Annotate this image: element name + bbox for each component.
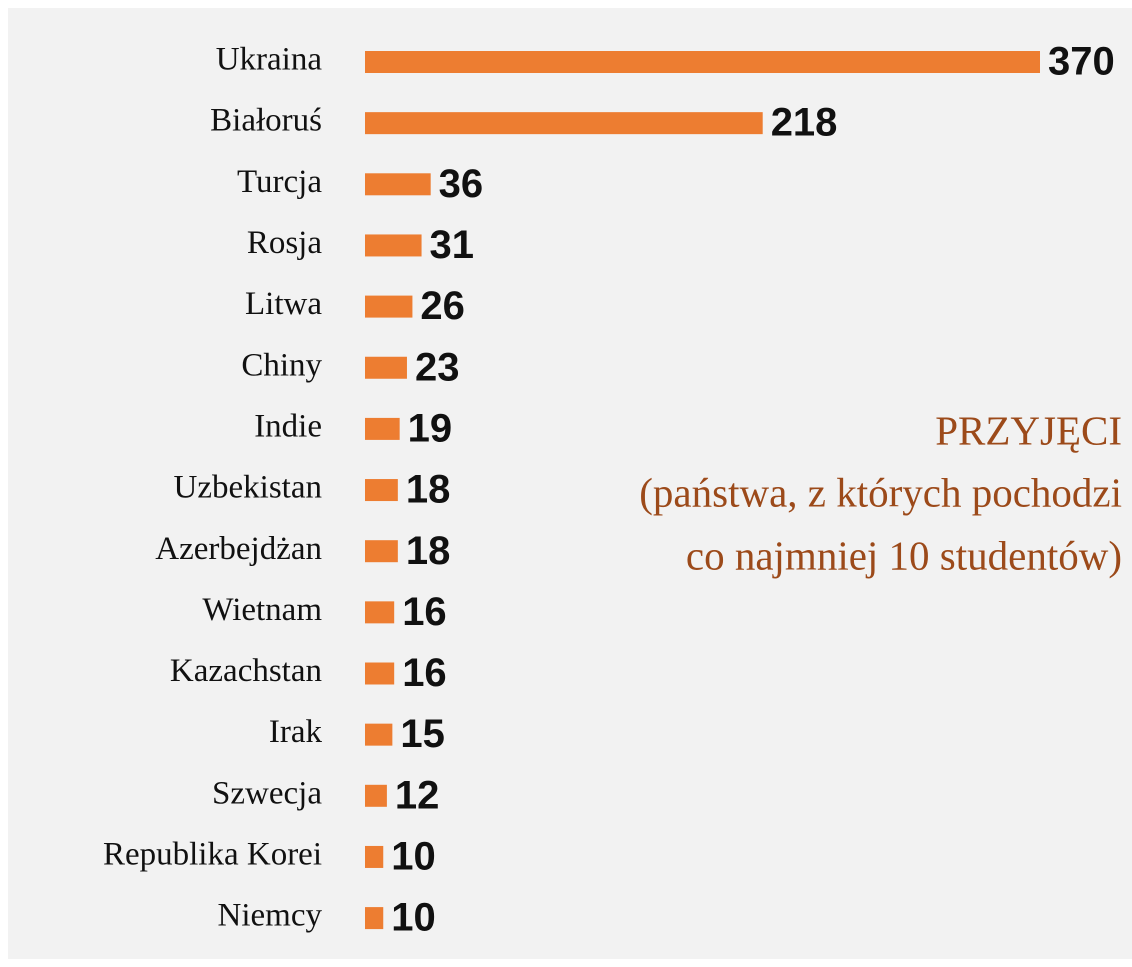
value-label: 10: [391, 896, 436, 940]
category-label: Szwecja: [212, 775, 322, 811]
value-label: 218: [771, 101, 838, 145]
value-label: 370: [1048, 40, 1115, 84]
bar: [365, 479, 398, 502]
category-label: Irak: [269, 714, 323, 750]
value-label: 12: [395, 773, 440, 817]
bar: [365, 662, 395, 685]
bar: [365, 723, 393, 746]
category-label: Chiny: [241, 347, 322, 383]
category-label: Uzbekistan: [174, 470, 322, 506]
category-label: Azerbejdżan: [155, 531, 322, 567]
bar: [365, 295, 413, 318]
bar: [365, 51, 1040, 73]
category-label: Białoruś: [210, 103, 322, 139]
category-label: Litwa: [245, 286, 322, 322]
bar: [365, 845, 384, 868]
category-label: Rosja: [247, 225, 323, 261]
value-label: 18: [406, 468, 451, 512]
bar: [365, 784, 387, 807]
category-label: Niemcy: [218, 898, 323, 934]
value-label: 10: [391, 835, 436, 879]
bar: [365, 907, 384, 930]
category-label: Indie: [254, 408, 322, 444]
value-label: 16: [402, 651, 447, 695]
chart-subtitle: (państwa, z których pochodzi: [639, 469, 1122, 515]
background: [8, 8, 1132, 959]
bar: [365, 540, 398, 563]
bar: [365, 356, 407, 379]
chart-title: PRZYJĘCI: [935, 407, 1122, 453]
bar: [365, 112, 763, 135]
value-label: 23: [415, 345, 460, 389]
value-label: 16: [402, 590, 447, 634]
chart-subtitle: co najmniej 10 studentów): [686, 532, 1122, 578]
bar: [365, 234, 422, 257]
value-label: 31: [430, 223, 475, 267]
category-label: Republika Korei: [103, 837, 322, 873]
value-label: 36: [439, 162, 484, 206]
bar: [365, 601, 395, 624]
value-label: 18: [406, 529, 451, 573]
value-label: 26: [420, 284, 465, 328]
value-label: 19: [408, 406, 453, 450]
category-label: Ukraina: [216, 42, 323, 78]
bar: [365, 417, 400, 440]
value-label: 15: [400, 712, 445, 756]
category-label: Kazachstan: [170, 653, 322, 689]
category-label: Turcja: [237, 164, 322, 200]
category-label: Wietnam: [202, 592, 322, 628]
bar: [365, 173, 431, 196]
